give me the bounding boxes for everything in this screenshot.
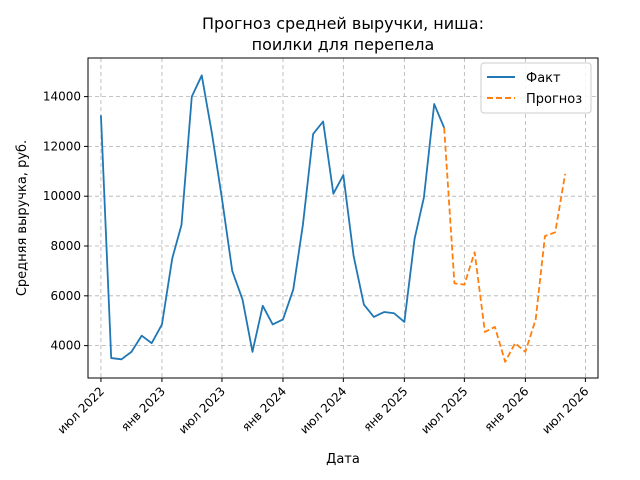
- data-point: [322, 121, 324, 123]
- data-point: [211, 133, 213, 135]
- data-point: [292, 289, 294, 291]
- data-point: [161, 324, 163, 326]
- data-point: [463, 284, 465, 286]
- data-point: [524, 351, 526, 353]
- data-point: [494, 326, 496, 328]
- data-point: [191, 96, 193, 98]
- data-point: [262, 305, 264, 307]
- data-point: [363, 304, 365, 306]
- data-point: [121, 358, 123, 360]
- data-point: [332, 193, 334, 195]
- data-point: [423, 197, 425, 199]
- data-point: [131, 351, 133, 353]
- data-point: [171, 258, 173, 260]
- series-layer: [100, 74, 567, 363]
- data-point: [181, 224, 183, 226]
- data-point: [252, 351, 254, 353]
- x-axis-label: Дата: [326, 452, 360, 467]
- data-point: [474, 251, 476, 253]
- x-tick-label: янв 2023: [118, 384, 168, 434]
- data-point: [484, 331, 486, 333]
- x-tick-label: июл 2023: [176, 384, 228, 436]
- y-tick-label: 6000: [50, 289, 81, 303]
- data-point: [100, 114, 102, 116]
- y-tick-label: 10000: [43, 189, 81, 203]
- data-point: [302, 224, 304, 226]
- data-point: [373, 316, 375, 318]
- data-point: [353, 255, 355, 257]
- data-point: [141, 335, 143, 337]
- data-point: [221, 198, 223, 200]
- x-tick-label: янв 2024: [239, 384, 289, 434]
- legend-label-fact: Факт: [526, 71, 561, 86]
- x-tick-label: июл 2022: [55, 384, 107, 436]
- y-tick-label: 8000: [50, 239, 81, 253]
- data-point: [414, 238, 416, 240]
- data-point: [110, 357, 112, 359]
- x-tick-label: июл 2024: [297, 384, 349, 436]
- data-point: [272, 324, 274, 326]
- data-point: [201, 75, 203, 77]
- series-line-forecast: [443, 127, 567, 363]
- x-tick-label: янв 2025: [361, 384, 411, 434]
- data-point: [383, 311, 385, 313]
- data-point: [342, 174, 344, 176]
- data-point: [282, 319, 284, 321]
- data-point: [504, 361, 506, 363]
- series-line-fact: [100, 74, 445, 361]
- legend-box: [480, 62, 592, 114]
- data-point: [514, 342, 516, 344]
- chart-title-line-1: Прогноз средней выручки, ниша:: [202, 14, 484, 33]
- data-point: [242, 299, 244, 301]
- data-point: [403, 321, 405, 323]
- y-tick-label: 14000: [43, 90, 81, 104]
- x-tick-label: июл 2025: [418, 384, 470, 436]
- chart-title-line-2: поилки для перепела: [252, 35, 435, 54]
- data-point: [454, 282, 456, 284]
- data-point: [231, 270, 233, 272]
- y-tick-label: 4000: [50, 339, 81, 353]
- data-point: [433, 103, 435, 105]
- x-tick-label: июл 2026: [539, 384, 591, 436]
- y-axis-label: Средняя выручка, руб.: [15, 140, 30, 296]
- data-point: [554, 231, 556, 233]
- legend: Факт Прогноз: [480, 62, 592, 114]
- data-point: [312, 133, 314, 135]
- data-point: [564, 173, 566, 175]
- data-point: [151, 342, 153, 344]
- x-tick-label: янв 2026: [482, 384, 532, 434]
- data-point: [443, 127, 445, 129]
- data-point: [393, 312, 395, 314]
- y-tick-label: 12000: [43, 139, 81, 153]
- data-point: [544, 235, 546, 237]
- data-point: [535, 319, 537, 321]
- legend-label-forecast: Прогноз: [526, 92, 582, 107]
